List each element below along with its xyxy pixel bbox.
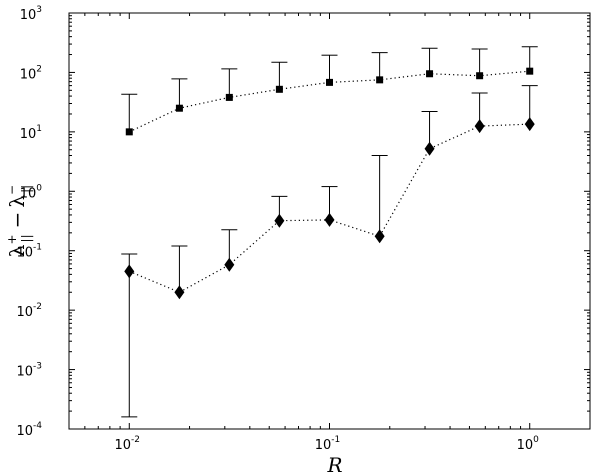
data-point-square — [175, 104, 183, 112]
series-2 — [121, 85, 538, 418]
data-point-square — [476, 72, 484, 80]
series-1 — [121, 46, 538, 136]
data-point-square — [526, 67, 534, 75]
x-tick-label: 10-1 — [315, 435, 341, 453]
y-tick-label: 102 — [20, 64, 42, 82]
data-series — [121, 46, 538, 418]
data-point-diamond — [424, 141, 435, 156]
y-tick-label: 10-2 — [16, 302, 42, 320]
x-axis-label: R — [326, 453, 342, 476]
data-point-diamond — [224, 257, 235, 272]
x-tick-label: 100 — [517, 435, 540, 453]
x-tick-label: 10-2 — [115, 435, 141, 453]
data-point-diamond — [374, 229, 385, 244]
axis-ticks — [68, 12, 591, 430]
y-tick-label: 101 — [20, 124, 42, 142]
y-tick-label: 10-1 — [16, 243, 42, 261]
y-tick-label: 103 — [20, 5, 42, 23]
data-point-diamond — [274, 213, 285, 228]
data-point-square — [125, 128, 133, 136]
y-tick-label: 10-3 — [16, 362, 42, 380]
data-point-diamond — [174, 285, 185, 300]
data-point-square — [225, 93, 233, 101]
data-point-diamond — [324, 212, 335, 227]
y-axis-label: λ+||−λ−|| — [5, 185, 33, 257]
data-point-square — [275, 85, 283, 93]
y-tick-label: 10-4 — [16, 421, 42, 439]
svg-text:λ+||−λ−||: λ+||−λ−|| — [5, 185, 33, 257]
data-point-diamond — [474, 119, 485, 134]
series-line — [129, 70, 530, 133]
data-point-diamond — [124, 264, 135, 279]
data-point-square — [426, 70, 434, 78]
data-point-square — [326, 78, 333, 86]
axis-tick-labels: 10-4 10-3 10-2 10-1 100 101 102 103 10-2 10-1 100 — [16, 5, 539, 453]
data-point-square — [376, 76, 384, 84]
data-point-diamond — [524, 117, 535, 132]
y-tick-label: 100 — [20, 183, 43, 201]
